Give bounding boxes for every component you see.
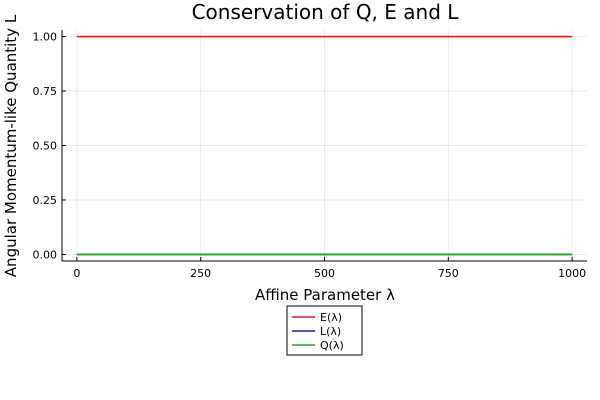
legend-label-0: E(λ): [320, 311, 342, 324]
y-tick-label-0: 0.00: [33, 248, 58, 261]
x-tick-label-4: 1000: [558, 267, 586, 280]
legend-label-2: Q(λ): [320, 339, 344, 352]
y-tick-label-2: 0.50: [33, 140, 58, 153]
grid: [62, 30, 587, 261]
x-tick-label-1: 250: [190, 267, 211, 280]
y-tick-label-3: 0.75: [33, 85, 58, 98]
y-tick-label-4: 1.00: [33, 31, 58, 44]
series-group: [76, 35, 573, 256]
chart-title: Conservation of Q, E and L: [192, 0, 460, 24]
x-tick-label-3: 750: [438, 267, 459, 280]
legend-label-1: L(λ): [320, 325, 341, 338]
y-ticks: 0.00 0.25 0.50 0.75 1.00: [33, 31, 66, 261]
y-axis-label: Angular Momentum-like Quantity L: [2, 14, 20, 277]
y-tick-label-1: 0.25: [33, 194, 58, 207]
x-tick-label-2: 500: [314, 267, 335, 280]
x-ticks: 0 250 500 750 1000: [73, 257, 586, 280]
legend: E(λ)L(λ)Q(λ): [286, 305, 363, 356]
x-axis-label: Affine Parameter λ: [255, 286, 395, 304]
x-tick-label-0: 0: [73, 267, 80, 280]
